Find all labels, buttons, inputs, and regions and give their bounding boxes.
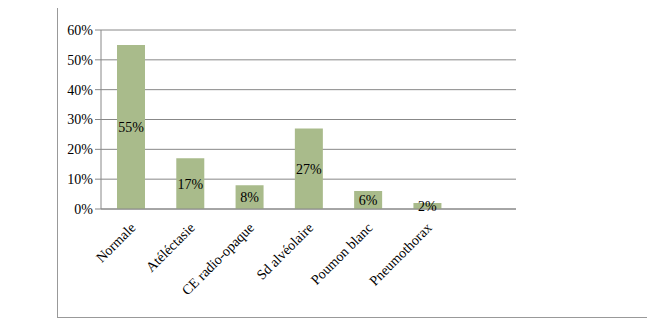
svg-text:Pneumothorax: Pneumothorax <box>367 220 435 288</box>
svg-text:8%: 8% <box>240 190 259 205</box>
svg-text:27%: 27% <box>296 162 322 177</box>
svg-text:Poumon blanc: Poumon blanc <box>308 220 376 288</box>
svg-text:50%: 50% <box>67 53 93 68</box>
svg-text:20%: 20% <box>67 142 93 157</box>
svg-text:60%: 60% <box>67 23 93 38</box>
svg-text:30%: 30% <box>67 112 93 127</box>
svg-text:55%: 55% <box>118 120 144 135</box>
svg-text:10%: 10% <box>67 172 93 187</box>
svg-text:0%: 0% <box>74 202 93 217</box>
svg-text:40%: 40% <box>67 83 93 98</box>
svg-text:2%: 2% <box>418 199 437 214</box>
svg-text:17%: 17% <box>177 177 203 192</box>
svg-text:Normale: Normale <box>93 220 138 265</box>
svg-text:Atéléctasie: Atéléctasie <box>143 220 198 275</box>
svg-text:Sd alvéolaire: Sd alvéolaire <box>254 220 317 283</box>
svg-text:6%: 6% <box>359 193 378 208</box>
svg-text:CE radio-opaque: CE radio-opaque <box>179 220 257 298</box>
